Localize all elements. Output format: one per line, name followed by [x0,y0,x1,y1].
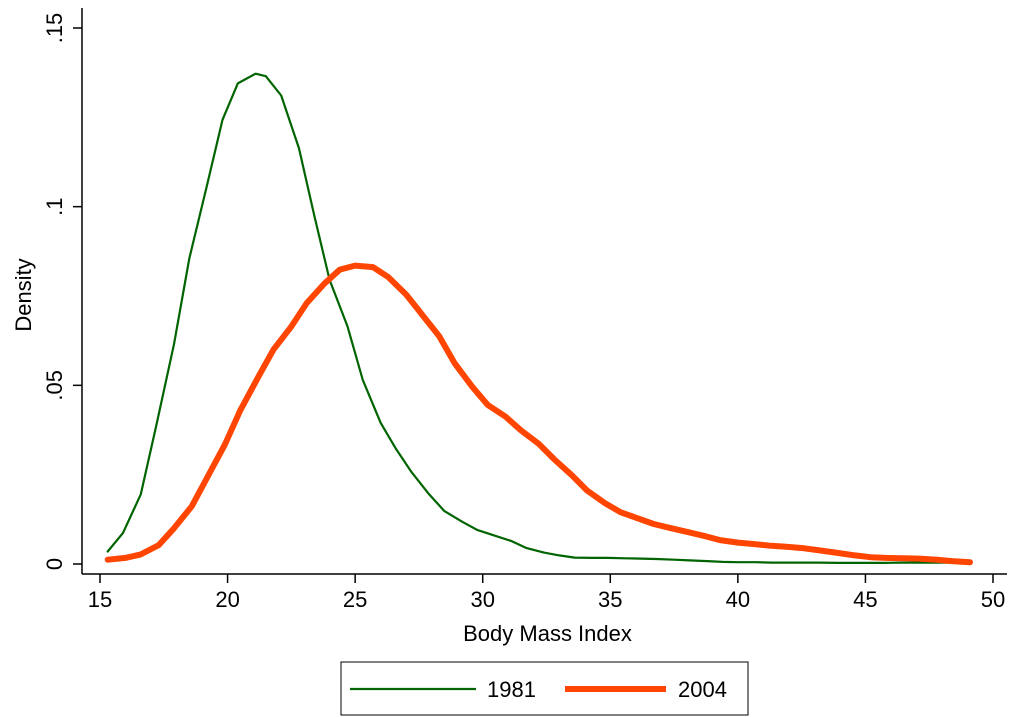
x-tick-label-50: 50 [981,587,1005,612]
y-tick-label-0: 0 [42,558,67,570]
legend-label-2004: 2004 [678,677,727,702]
plot-area [104,72,973,566]
x-tick-label-15: 15 [88,587,112,612]
legend: 1981 2004 [340,661,749,716]
x-tick-label-35: 35 [598,587,622,612]
y-axis-label: Density [11,258,36,331]
y-axis-ticks: 0 .05 .1 .15 [42,13,82,570]
x-tick-label-25: 25 [343,587,367,612]
x-axis-label: Body Mass Index [463,621,632,646]
x-tick-label-20: 20 [215,587,239,612]
y-tick-label-.15: .15 [42,13,67,44]
x-tick-label-30: 30 [470,587,494,612]
series-line-2004 [104,262,973,566]
x-tick-label-45: 45 [853,587,877,612]
y-tick-label-.05: .05 [42,370,67,401]
y-tick-label-.1: .1 [42,197,67,215]
x-axis-ticks: 15 20 25 30 35 40 45 50 [88,574,1005,612]
x-tick-label-40: 40 [726,587,750,612]
legend-label-1981: 1981 [487,677,536,702]
series-line-1981 [106,72,969,564]
